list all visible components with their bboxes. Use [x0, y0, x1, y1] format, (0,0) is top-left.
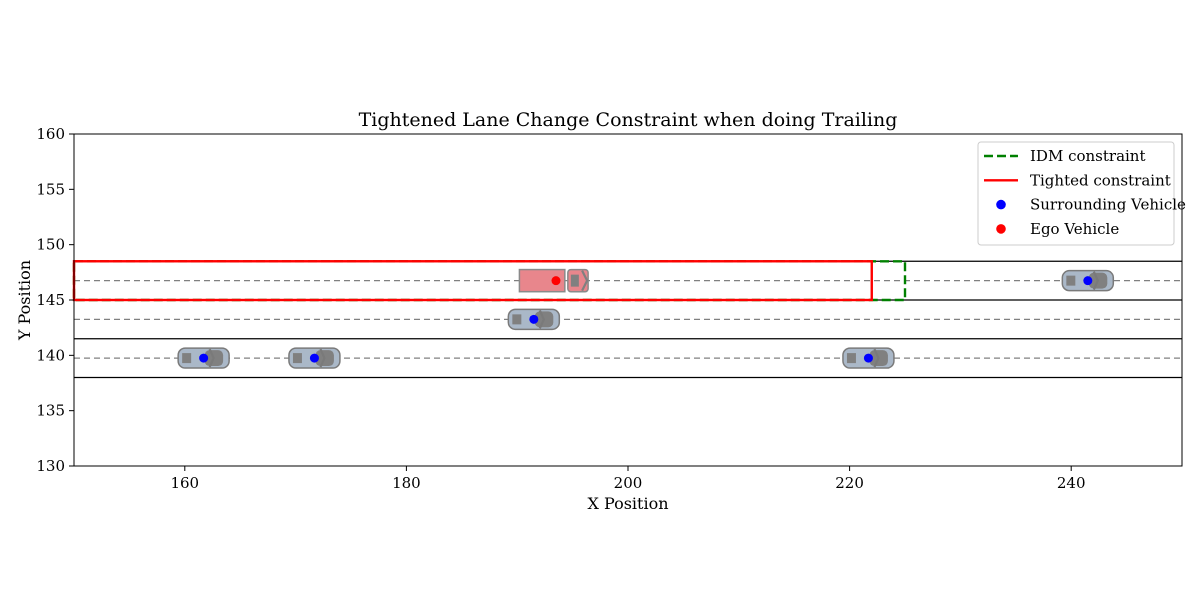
vehicle-rear-window	[1066, 275, 1076, 286]
x-tick-label: 160	[170, 474, 199, 492]
legend-box	[977, 141, 1175, 246]
vehicle-rear-window	[846, 353, 856, 364]
legend-label: Tighted constraint	[1030, 171, 1171, 189]
surrounding-vehicle	[177, 347, 230, 369]
vehicle-position-dot	[863, 353, 873, 363]
vehicle-direction-arrow	[319, 348, 326, 368]
y-axis-label: Y Position	[15, 260, 34, 341]
vehicle-position-dot	[199, 353, 209, 363]
legend-entry: Tighted constraint	[984, 171, 1171, 189]
ego-position-dot	[551, 276, 561, 286]
vehicle-rear-window	[512, 314, 522, 325]
surrounding-vehicle	[842, 347, 895, 369]
legend: IDM constraint Tighted constraint Surround…	[977, 141, 1186, 246]
chart-title: Tightened Lane Change Constraint when do…	[359, 109, 898, 131]
y-tick-label: 145	[36, 291, 65, 309]
y-tick-label: 140	[36, 346, 65, 364]
x-tick-label: 220	[835, 474, 864, 492]
legend-entry: IDM constraint	[984, 147, 1146, 165]
surrounding-vehicle	[288, 347, 341, 369]
legend-swatch	[996, 224, 1006, 234]
ego-trailer	[518, 268, 566, 293]
legend-entry: Surrounding Vehicle	[996, 196, 1186, 214]
vehicle-rear-window	[292, 353, 302, 364]
y-tick-label: 135	[36, 402, 65, 420]
legend-label: IDM constraint	[1030, 147, 1146, 165]
vehicle-direction-arrow	[208, 348, 215, 368]
x-axis-label: X Position	[587, 494, 668, 513]
surrounding-vehicle	[1061, 269, 1115, 292]
legend-label: Surrounding Vehicle	[1030, 196, 1186, 214]
ego-vehicle	[518, 268, 589, 293]
legend-swatch	[996, 199, 1006, 210]
ego-direction-arrow	[581, 270, 589, 292]
vehicle-rear-window	[182, 353, 192, 364]
y-axis-ticks: 130 135 140 145 150 155 160	[36, 125, 74, 475]
x-tick-label: 180	[392, 474, 421, 492]
vehicle-position-dot	[1083, 276, 1093, 286]
y-tick-label: 155	[36, 180, 65, 198]
y-tick-label: 150	[36, 236, 65, 254]
vehicle-direction-arrow	[873, 348, 880, 368]
y-tick-label: 160	[36, 125, 65, 143]
x-tick-label: 200	[614, 474, 643, 492]
vehicle-direction-arrow	[538, 309, 546, 329]
legend-entry: Ego Vehicle	[996, 220, 1119, 238]
x-axis-ticks: 160 180 200 220 240	[170, 466, 1086, 492]
ego-cab-window	[570, 274, 579, 287]
x-tick-label: 240	[1057, 474, 1086, 492]
vehicle-position-dot	[529, 314, 539, 324]
surrounding-vehicle	[507, 308, 561, 331]
vehicle-position-dot	[309, 353, 319, 363]
y-tick-label: 130	[36, 457, 65, 475]
vehicles	[177, 268, 1115, 369]
legend-label: Ego Vehicle	[1030, 220, 1119, 238]
vehicle-direction-arrow	[1092, 271, 1100, 291]
